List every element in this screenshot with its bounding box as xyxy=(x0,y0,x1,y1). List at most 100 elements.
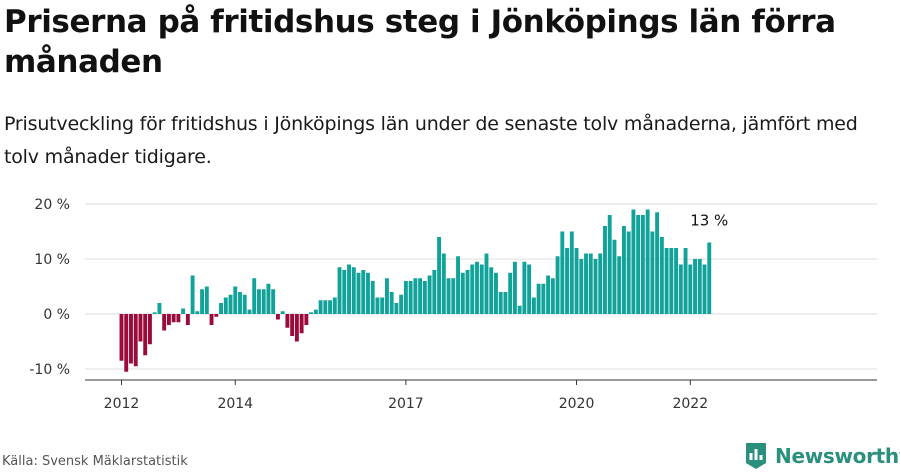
bar xyxy=(280,311,285,314)
bar xyxy=(655,212,660,314)
bar xyxy=(427,275,432,314)
bar xyxy=(233,286,238,314)
bar xyxy=(432,270,437,314)
last-value-label: 13 % xyxy=(690,212,728,230)
gridlines xyxy=(85,203,877,370)
bar xyxy=(323,300,328,314)
annotations: 13 % xyxy=(690,212,728,230)
bar xyxy=(598,253,603,314)
y-tick-label: 0 % xyxy=(43,307,70,323)
bar xyxy=(384,278,389,314)
y-tick-label: 10 % xyxy=(34,252,70,268)
bar xyxy=(593,259,598,314)
bar xyxy=(370,281,375,314)
bar xyxy=(124,314,129,372)
bar xyxy=(527,264,532,314)
bar xyxy=(503,292,508,314)
bar xyxy=(441,253,446,314)
bar xyxy=(693,259,697,314)
bar xyxy=(631,209,636,314)
bar xyxy=(157,303,162,314)
bar xyxy=(129,314,133,364)
bar xyxy=(147,314,152,345)
bar xyxy=(536,283,541,314)
chart-title: Priserna på fritidshus steg i Jönköpings… xyxy=(4,4,836,80)
bar xyxy=(565,248,570,314)
bar xyxy=(133,314,138,367)
bar xyxy=(522,261,527,314)
bar xyxy=(494,272,498,314)
bar xyxy=(640,215,645,314)
bar xyxy=(555,256,560,314)
bar xyxy=(498,292,503,314)
bar xyxy=(380,297,385,314)
bar xyxy=(285,314,290,328)
bar xyxy=(683,248,688,314)
bar xyxy=(247,309,252,314)
bar xyxy=(403,281,408,314)
y-axis-ticks: -10 % 0 % 10 % 20 % xyxy=(29,197,70,378)
bar xyxy=(422,281,427,314)
bar xyxy=(574,248,579,314)
bar xyxy=(560,231,565,314)
bar xyxy=(451,278,456,314)
bar xyxy=(275,314,280,320)
bar xyxy=(366,272,370,314)
bar xyxy=(332,297,337,314)
bar xyxy=(266,283,271,314)
bar xyxy=(569,231,574,314)
chart-subtitle: Prisutveckling för fritidshus i Jönköpin… xyxy=(4,113,858,168)
bar xyxy=(271,289,276,314)
bar xyxy=(636,215,641,314)
bar xyxy=(209,314,214,325)
bar xyxy=(508,272,513,314)
bar xyxy=(413,278,418,314)
bar xyxy=(304,314,309,325)
bar xyxy=(223,297,228,314)
bar xyxy=(546,275,551,314)
y-tick-label: 20 % xyxy=(34,197,70,213)
bar xyxy=(342,270,347,314)
bar xyxy=(219,303,223,314)
bar xyxy=(617,256,622,314)
bar xyxy=(512,261,517,314)
bar xyxy=(399,294,404,314)
bar xyxy=(337,267,342,314)
bar xyxy=(318,300,323,314)
bar xyxy=(475,261,479,314)
bar xyxy=(171,314,176,323)
bar xyxy=(612,239,617,314)
bar xyxy=(389,292,394,314)
bar xyxy=(456,256,460,314)
x-tick-label: 2017 xyxy=(388,396,424,412)
bar xyxy=(697,259,702,314)
bar xyxy=(185,314,190,325)
bar xyxy=(347,264,351,314)
brand-logo[interactable]: Newsworthy xyxy=(745,441,900,471)
bar xyxy=(299,314,304,334)
bar xyxy=(678,264,683,314)
bar xyxy=(195,311,200,314)
brand-name: Newsworthy xyxy=(775,444,900,468)
bar xyxy=(181,308,186,314)
bar xyxy=(603,226,607,314)
bar xyxy=(688,264,693,314)
bar xyxy=(176,314,181,323)
bar xyxy=(484,253,489,314)
bar xyxy=(361,270,366,314)
bar xyxy=(418,278,423,314)
bar xyxy=(328,300,333,314)
bar xyxy=(659,237,664,314)
bar xyxy=(143,314,148,356)
bar xyxy=(394,303,399,314)
y-tick-label: -10 % xyxy=(29,362,70,378)
bar xyxy=(626,231,631,314)
x-tick-label: 2020 xyxy=(559,396,595,412)
bar xyxy=(190,275,195,314)
bar xyxy=(261,289,266,314)
bar xyxy=(664,248,669,314)
bar xyxy=(460,272,465,314)
bar xyxy=(200,289,205,314)
bar xyxy=(214,314,219,317)
